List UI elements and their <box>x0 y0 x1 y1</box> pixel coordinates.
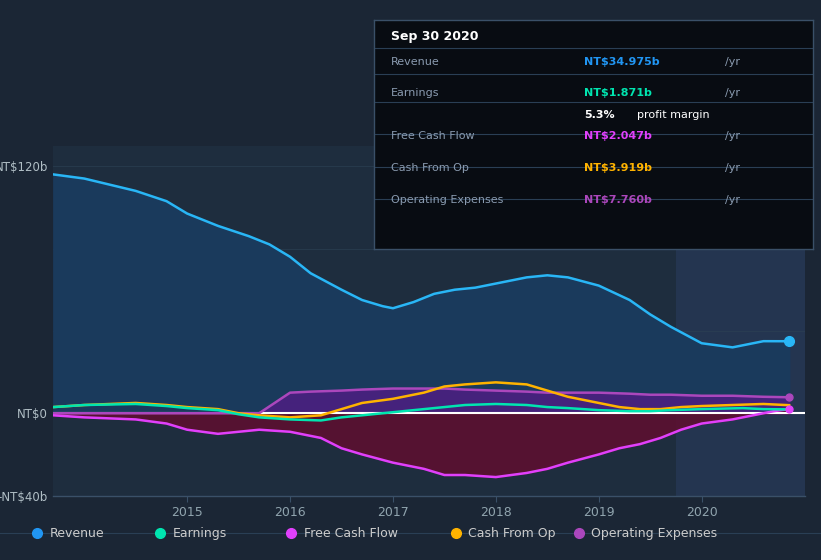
Text: NT$34.975b: NT$34.975b <box>585 57 660 67</box>
Text: /yr: /yr <box>725 195 740 205</box>
Bar <box>676 146 805 496</box>
Text: NT$2.047b: NT$2.047b <box>585 130 652 141</box>
Text: Cash From Op: Cash From Op <box>391 163 469 172</box>
Text: /yr: /yr <box>725 163 740 172</box>
Text: NT$3.919b: NT$3.919b <box>585 163 653 172</box>
Text: Revenue: Revenue <box>49 527 104 540</box>
Text: /yr: /yr <box>725 130 740 141</box>
Text: NT$1.871b: NT$1.871b <box>585 88 652 98</box>
Text: Earnings: Earnings <box>391 88 439 98</box>
Text: NT$7.760b: NT$7.760b <box>585 195 652 205</box>
Text: /yr: /yr <box>725 57 740 67</box>
Text: Free Cash Flow: Free Cash Flow <box>304 527 397 540</box>
Text: Operating Expenses: Operating Expenses <box>591 527 718 540</box>
Text: Cash From Op: Cash From Op <box>468 527 556 540</box>
Text: Free Cash Flow: Free Cash Flow <box>391 130 475 141</box>
Text: 5.3%: 5.3% <box>585 110 615 120</box>
Text: Revenue: Revenue <box>391 57 440 67</box>
Text: Earnings: Earnings <box>172 527 227 540</box>
Text: profit margin: profit margin <box>637 110 709 120</box>
Text: Sep 30 2020: Sep 30 2020 <box>391 30 479 43</box>
Text: /yr: /yr <box>725 88 740 98</box>
Text: Operating Expenses: Operating Expenses <box>391 195 503 205</box>
